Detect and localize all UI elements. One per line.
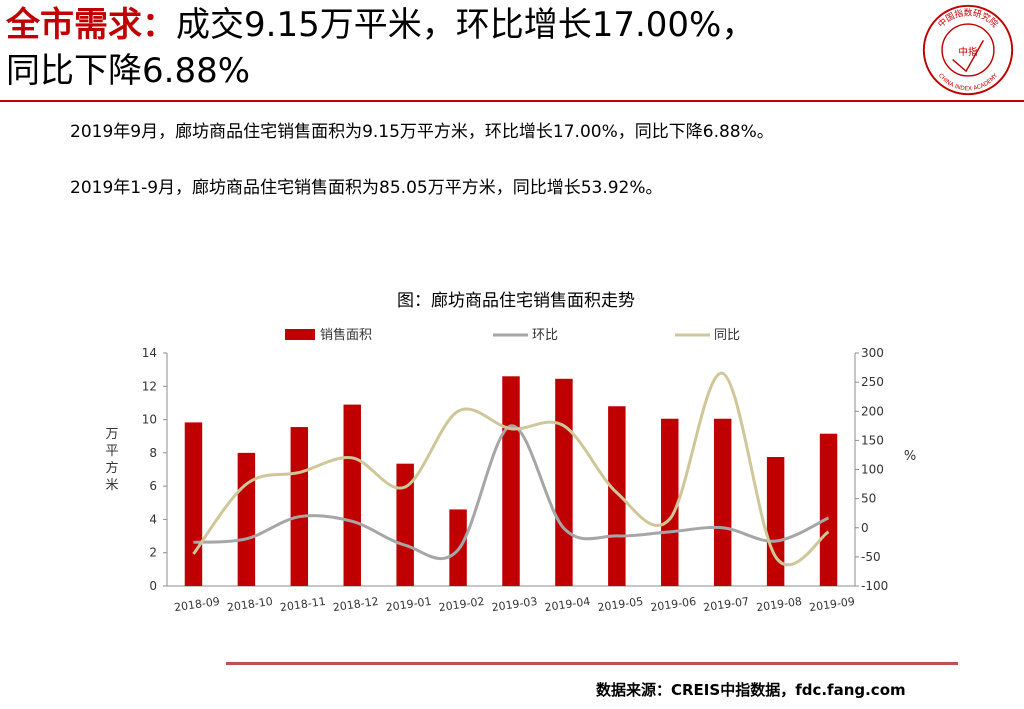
- title-line-1: 全市需求：成交9.15万平米，环比增长17.00%，: [6, 2, 906, 48]
- line-series: [192, 371, 830, 567]
- footer-divider: [226, 662, 958, 665]
- left-tick-label: 4: [149, 512, 157, 526]
- title-keyword: 全市需求：: [6, 5, 176, 45]
- right-tick-label: 250: [861, 375, 884, 389]
- bar-2019-06: [661, 418, 679, 586]
- x-tick-label: 2019-06: [650, 595, 697, 614]
- left-tick-label: 14: [142, 346, 157, 360]
- legend-label-mom: 环比: [532, 328, 558, 343]
- x-tick-label: 2019-01: [385, 595, 432, 614]
- yoy-change-line: [192, 371, 830, 567]
- mom-change-line: [193, 424, 830, 561]
- bar-series: [184, 376, 838, 586]
- bar-2019-08: [766, 457, 785, 586]
- header-divider: [0, 100, 1024, 102]
- x-tick-label: 2018-10: [226, 595, 273, 614]
- right-tick-label: -50: [861, 550, 881, 564]
- svg-text:中国指数研究院: 中国指数研究院: [935, 6, 1001, 30]
- legend-label-yoy: 同比: [714, 328, 740, 343]
- y2-axis-title: %: [904, 449, 916, 464]
- x-tick-label: 2019-05: [597, 595, 644, 614]
- x-tick-label: 2019-04: [544, 595, 591, 614]
- left-tick-label: 2: [149, 546, 157, 560]
- sales-area-trend-chart: 图：廊坊商品住宅销售面积走势 销售面积 环比 同比 0 2 4 6 8 10 12 14 -100 -…: [105, 291, 916, 614]
- bar-2019-05: [608, 406, 626, 586]
- x-tick-label: 2018-11: [279, 595, 326, 614]
- bar-2019-03: [502, 376, 520, 586]
- x-tick-label: 2019-08: [755, 595, 802, 614]
- left-tick-label: 8: [149, 446, 157, 460]
- x-tick-label: 2019-07: [703, 595, 750, 614]
- summary-line-monthly: 2019年9月，廊坊商品住宅销售面积为9.15万平方米，环比增长17.00%，同…: [70, 122, 774, 142]
- legend-label-sales: 销售面积: [320, 327, 372, 343]
- right-tick-label: 150: [861, 433, 884, 447]
- y-axis-title: 万平方米: [105, 427, 118, 493]
- left-tick-label: 0: [149, 579, 157, 593]
- summary-line-ytd: 2019年1-9月，廊坊商品住宅销售面积为85.05万平方米，同比增长53.92…: [70, 178, 663, 198]
- left-tick-label: 6: [149, 479, 157, 493]
- data-source: 数据来源：CREIS中指数据，fdc.fang.com: [596, 681, 906, 699]
- title-rest: 成交9.15万平米，环比增长17.00%，: [176, 5, 756, 45]
- x-axis-labels: 2018-09 2018-10 2018-11 2018-12 2019-01 2019-…: [173, 595, 855, 614]
- right-tick-label: 200: [861, 404, 884, 418]
- bar-2019-09: [819, 433, 838, 586]
- x-tick-label: 2019-02: [438, 595, 485, 614]
- left-tick-label: 12: [142, 379, 157, 393]
- x-tick-label: 2018-12: [332, 595, 379, 614]
- chart-title: 图：廊坊商品住宅销售面积走势: [397, 291, 635, 311]
- bar-2019-01: [396, 463, 414, 586]
- china-index-academy-logo: 中国指数研究院 CHINA INDEX ACADEMY 中指: [922, 4, 1014, 96]
- bar-2018-09: [184, 422, 203, 586]
- chart-legend: 销售面积 环比 同比: [285, 327, 740, 343]
- left-tick-label: 10: [142, 413, 157, 427]
- legend-swatch-sales: [285, 329, 315, 340]
- right-tick-label: 50: [861, 492, 876, 506]
- bar-2018-10: [237, 452, 256, 586]
- title-line-2: 同比下降6.88%: [6, 51, 251, 91]
- right-tick-label: 300: [861, 346, 884, 360]
- bar-2018-11: [290, 427, 309, 586]
- page-title: 全市需求：成交9.15万平米，环比增长17.00%， 同比下降6.88%: [6, 2, 906, 94]
- bar-2019-07: [713, 418, 732, 586]
- x-tick-label: 2019-03: [491, 595, 538, 614]
- bar-2018-12: [343, 404, 361, 586]
- right-tick-label: 100: [861, 463, 884, 477]
- svg-text:中指: 中指: [958, 46, 978, 58]
- bar-2019-04: [555, 378, 573, 586]
- x-tick-label: 2019-09: [808, 595, 855, 614]
- x-tick-label: 2018-09: [173, 595, 220, 614]
- chart-axes: 0 2 4 6 8 10 12 14 -100 -50 0 50 100 150 200 250 300 万平方米…: [105, 346, 916, 593]
- right-tick-label: 0: [861, 521, 869, 535]
- right-tick-label: -100: [861, 579, 888, 593]
